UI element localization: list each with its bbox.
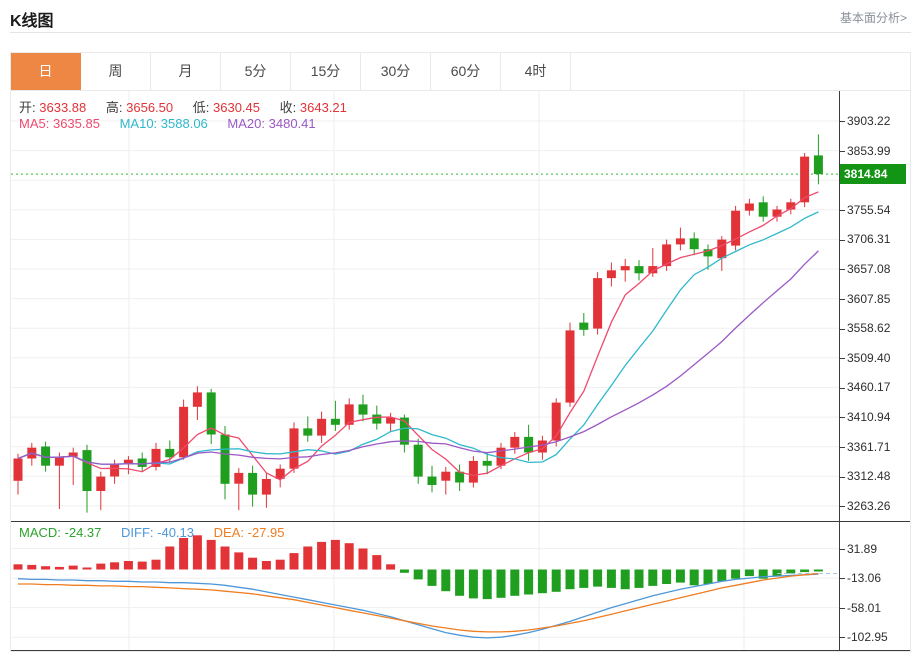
low-value: 低: 3630.45 [192, 100, 260, 115]
price-tick-9: 3509.40 [840, 351, 890, 365]
ma-legend: MA5: 3635.85 MA10: 3588.06 MA20: 3480.41 [19, 116, 332, 131]
ma10-value: MA10: 3588.06 [119, 116, 208, 131]
macd-tick-4: -102.95 [840, 630, 888, 644]
tick-mark [840, 548, 845, 550]
macd-tick-2: -13.06 [840, 571, 881, 585]
price-tick-5: 3706.31 [840, 232, 890, 246]
high-value: 高: 3656.50 [105, 100, 174, 115]
tick-mark [840, 506, 845, 508]
panel-separator [11, 521, 910, 522]
timeframe-tab-3[interactable]: 月 [151, 53, 221, 90]
price-tick-2: 3853.99 [840, 144, 890, 158]
macd-tick-3: -58.01 [840, 601, 881, 615]
timeframe-tab-2[interactable]: 周 [81, 53, 151, 90]
price-tick-1: 3903.22 [840, 114, 890, 128]
macd-tick-1: 31.89 [840, 542, 877, 556]
tick-mark [840, 121, 845, 123]
close-value: 收: 3643.21 [279, 100, 347, 115]
macd-plot[interactable] [11, 522, 839, 651]
macd-svg [11, 522, 839, 651]
fundamental-analysis-link[interactable]: 基本面分析> [839, 11, 907, 25]
tick-mark [840, 607, 845, 609]
tick-mark [840, 150, 845, 152]
price-tick-10: 3460.17 [840, 380, 890, 394]
candlestick-plot[interactable] [11, 91, 839, 521]
ma5-value: MA5: 3635.85 [19, 116, 100, 131]
tick-mark [840, 417, 845, 419]
macd-value: MACD: -24.37 [19, 525, 102, 540]
timeframe-tab-1[interactable]: 日 [11, 53, 81, 90]
ohlc-legend: 开: 3633.88 高: 3656.50 低: 3630.45 收: 3643… [19, 97, 363, 116]
tick-mark [840, 476, 845, 478]
current-price-tag: 3814.84 [840, 164, 906, 184]
price-tick-14: 3263.26 [840, 499, 890, 513]
tick-mark [840, 446, 845, 448]
ma20-value: MA20: 3480.41 [227, 116, 316, 131]
timeframe-tab-6[interactable]: 30分 [361, 53, 431, 90]
tick-mark [840, 328, 845, 330]
tick-mark [840, 269, 845, 271]
tick-mark [840, 637, 845, 639]
plots: 开: 3633.88 高: 3656.50 低: 3630.45 收: 3643… [11, 91, 839, 651]
tick-mark [840, 358, 845, 360]
timeframe-tab-7[interactable]: 60分 [431, 53, 501, 90]
timeframe-tabs: 日周月 5分 15分 30分 60分 4时 [11, 53, 910, 91]
tick-mark [840, 387, 845, 389]
tick-mark [840, 210, 845, 212]
timeframe-tab-4[interactable]: 5分 [221, 53, 291, 90]
price-tick-4: 3755.54 [840, 203, 890, 217]
price-tick-6: 3657.08 [840, 262, 890, 276]
bottom-axis-line [11, 650, 910, 651]
price-tick-8: 3558.62 [840, 321, 890, 335]
open-value: 开: 3633.88 [19, 100, 87, 115]
page-title: K线图 [10, 13, 54, 30]
price-tick-12: 3361.71 [840, 440, 890, 454]
timeframe-tab-5[interactable]: 15分 [291, 53, 361, 90]
timeframe-tab-8[interactable]: 4时 [501, 53, 571, 90]
price-tick-7: 3607.85 [840, 292, 890, 306]
price-axis: 3903.223853.993804.763755.543706.313657.… [839, 91, 910, 651]
diff-value: DIFF: -40.13 [121, 525, 195, 540]
price-tick-11: 3410.94 [840, 410, 890, 424]
macd-legend: MACD: -24.37 DIFF: -40.13 DEA: -27.95 [19, 525, 300, 540]
kline-chart-card: 日周月 5分 15分 30分 60分 4时 开: 3633.88 高: 3656.50 低… [10, 52, 911, 652]
tick-mark [840, 239, 845, 241]
dea-value: DEA: -27.95 [213, 525, 285, 540]
price-tick-13: 3312.48 [840, 469, 890, 483]
tick-mark [840, 298, 845, 300]
chart-body: 开: 3633.88 高: 3656.50 低: 3630.45 收: 3643… [11, 91, 910, 651]
page-header: K线图 基本面分析> [10, 0, 911, 33]
candlestick-svg [11, 91, 839, 521]
tick-mark [840, 578, 845, 580]
